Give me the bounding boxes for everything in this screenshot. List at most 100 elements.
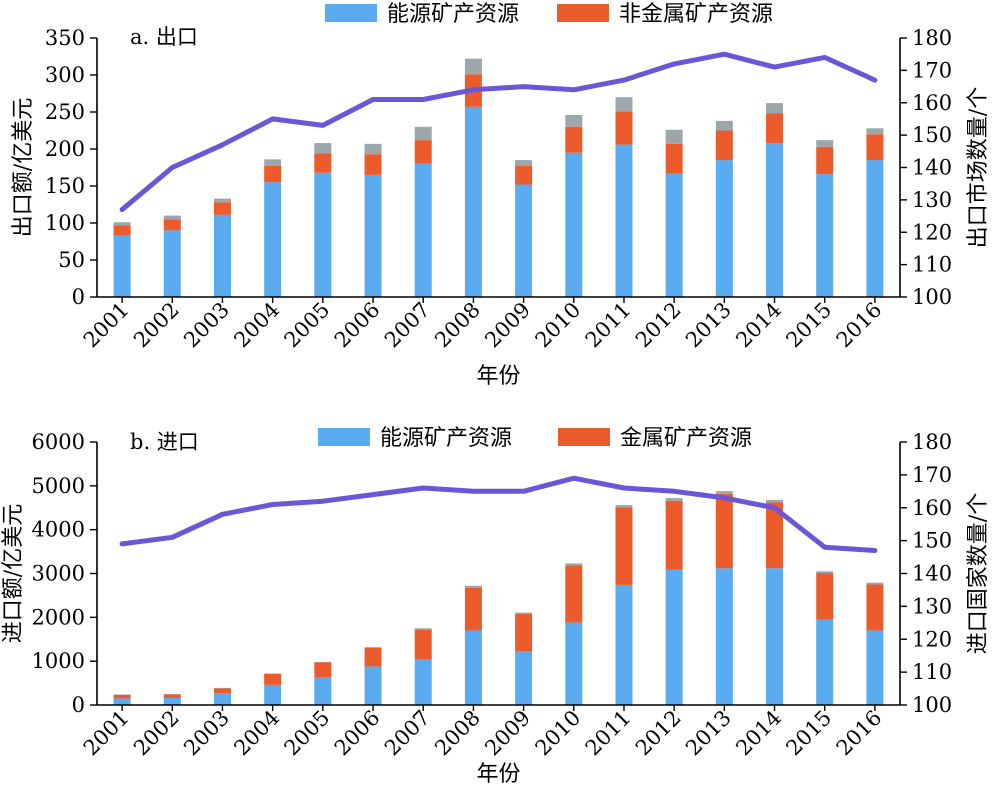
y-axis-title-left: 出口额/亿美元 bbox=[11, 98, 36, 237]
y-axis-title-right: 出口市场数量/个 bbox=[966, 87, 991, 248]
bar-2005-series-3 bbox=[314, 143, 332, 154]
bar-2006-series-1 bbox=[364, 174, 382, 297]
bar-2004-series-1 bbox=[264, 182, 282, 297]
y-tick-label-right: 150 bbox=[912, 123, 952, 147]
bar-2015-series-2 bbox=[816, 573, 834, 620]
x-tick-label: 2014 bbox=[731, 706, 786, 761]
bar-2011-series-3 bbox=[615, 505, 633, 508]
bar-2007-series-2 bbox=[414, 629, 432, 660]
y-tick-label-left: 0 bbox=[72, 285, 85, 309]
legend-label-1: 能源矿产资源 bbox=[380, 426, 512, 451]
bar-2010-series-1 bbox=[565, 152, 583, 297]
y-tick-label-left: 350 bbox=[45, 26, 85, 50]
x-tick-label: 2011 bbox=[581, 706, 636, 761]
bar-2010-series-3 bbox=[565, 114, 583, 127]
x-tick-label: 2005 bbox=[280, 298, 335, 353]
bar-2010-series-1 bbox=[565, 622, 583, 705]
bar-2012-series-1 bbox=[665, 173, 683, 297]
y-axis-title-left: 进口额/亿美元 bbox=[1, 504, 26, 643]
y-tick-label-right: 180 bbox=[912, 26, 952, 50]
bar-2008-series-2 bbox=[464, 587, 482, 631]
x-axis-title: 年份 bbox=[476, 364, 520, 389]
x-tick-label: 2004 bbox=[229, 706, 284, 761]
bar-2011-series-1 bbox=[615, 584, 633, 705]
x-tick-label: 2015 bbox=[781, 706, 836, 761]
bar-2004-series-3 bbox=[264, 159, 282, 167]
x-tick-label: 2008 bbox=[430, 706, 485, 761]
bar-2011-series-2 bbox=[615, 111, 633, 145]
legend-swatch-1 bbox=[318, 428, 370, 446]
x-tick-label: 2013 bbox=[681, 298, 736, 353]
bar-2001-series-1 bbox=[113, 698, 131, 705]
bar-2006-series-2 bbox=[364, 154, 382, 175]
x-tick-label: 2001 bbox=[79, 298, 134, 353]
bar-2002-series-2 bbox=[163, 219, 181, 231]
bar-2007-series-2 bbox=[414, 140, 432, 164]
bar-2009-series-1 bbox=[515, 184, 533, 297]
bar-2014-series-3 bbox=[766, 499, 784, 503]
bar-2014-series-1 bbox=[766, 143, 784, 297]
y-tick-label-right: 180 bbox=[912, 430, 952, 454]
y-tick-label-left: 4000 bbox=[32, 518, 85, 542]
y-tick-label-right: 110 bbox=[912, 660, 952, 684]
y-tick-label-left: 150 bbox=[45, 174, 85, 198]
bar-2008-series-1 bbox=[464, 106, 482, 297]
y-tick-label-left: 50 bbox=[58, 248, 85, 272]
bar-2012-series-3 bbox=[665, 129, 683, 144]
bar-2006-series-3 bbox=[364, 647, 382, 649]
x-tick-label: 2006 bbox=[330, 298, 385, 353]
x-tick-label: 2012 bbox=[631, 298, 686, 353]
bar-2010-series-2 bbox=[565, 126, 583, 153]
bar-2013-series-1 bbox=[715, 568, 733, 705]
chart-panel-2: 0 1000 2000 3000 4000 5000 6000 100 110 120 130 140… bbox=[1, 426, 991, 787]
bar-2011-series-3 bbox=[615, 97, 633, 112]
bar-2009-series-2 bbox=[515, 166, 533, 185]
y-axis-title-right: 进口国家数量/个 bbox=[966, 493, 991, 654]
x-tick-label: 2009 bbox=[480, 298, 535, 353]
y-tick-label-left: 5000 bbox=[32, 474, 85, 498]
x-tick-label: 2003 bbox=[179, 706, 234, 761]
x-tick-label: 2010 bbox=[531, 298, 586, 353]
bar-2008-series-3 bbox=[464, 585, 482, 588]
bar-2010-series-2 bbox=[565, 565, 583, 623]
bar-2004-series-1 bbox=[264, 684, 282, 705]
bar-2003-series-3 bbox=[213, 198, 231, 203]
y-tick-label-right: 150 bbox=[912, 529, 952, 553]
bar-2013-series-3 bbox=[715, 491, 733, 494]
x-tick-label: 2016 bbox=[832, 706, 887, 761]
x-tick-label: 2005 bbox=[280, 706, 335, 761]
y-tick-label-left: 250 bbox=[45, 100, 85, 124]
bar-2003-series-1 bbox=[213, 214, 231, 297]
y-tick-label-left: 6000 bbox=[32, 430, 85, 454]
legend-label-1: 能源矿产资源 bbox=[387, 2, 519, 27]
panel-label: b. 进口 bbox=[130, 430, 199, 454]
bar-2009-series-2 bbox=[515, 613, 533, 652]
bar-2011-series-1 bbox=[615, 144, 633, 297]
bar-2007-series-1 bbox=[414, 659, 432, 705]
y-tick-label-right: 140 bbox=[912, 562, 952, 586]
y-tick-label-right: 120 bbox=[912, 220, 952, 244]
bar-2005-series-1 bbox=[314, 172, 332, 297]
y-tick-label-left: 100 bbox=[45, 211, 85, 235]
bar-2001-series-1 bbox=[113, 235, 131, 297]
bar-2013-series-2 bbox=[715, 130, 733, 161]
bar-2015-series-3 bbox=[816, 571, 834, 574]
y-tick-label-right: 160 bbox=[912, 91, 952, 115]
bar-2011-series-2 bbox=[615, 507, 633, 585]
legend-label-2: 非金属矿产资源 bbox=[619, 2, 773, 27]
bar-2015-series-1 bbox=[816, 174, 834, 297]
bar-2015-series-2 bbox=[816, 146, 834, 175]
y-tick-label-left: 200 bbox=[45, 137, 85, 161]
y-tick-label-left: 1000 bbox=[32, 649, 85, 673]
bar-2009-series-3 bbox=[515, 160, 533, 167]
y-tick-label-right: 110 bbox=[912, 253, 952, 277]
y-tick-label-right: 130 bbox=[912, 188, 952, 212]
bar-2016-series-3 bbox=[866, 128, 884, 135]
x-tick-label: 2002 bbox=[129, 706, 184, 761]
legend-swatch-1 bbox=[325, 4, 377, 22]
bar-2004-series-2 bbox=[264, 673, 282, 685]
chart-panel-1: 0 50 100 150 200 250 300 350 100 110 120 130 140 150 1… bbox=[11, 2, 991, 389]
bar-2016-series-3 bbox=[866, 582, 884, 585]
bar-2015-series-1 bbox=[816, 619, 834, 705]
bar-2003-series-2 bbox=[213, 202, 231, 215]
